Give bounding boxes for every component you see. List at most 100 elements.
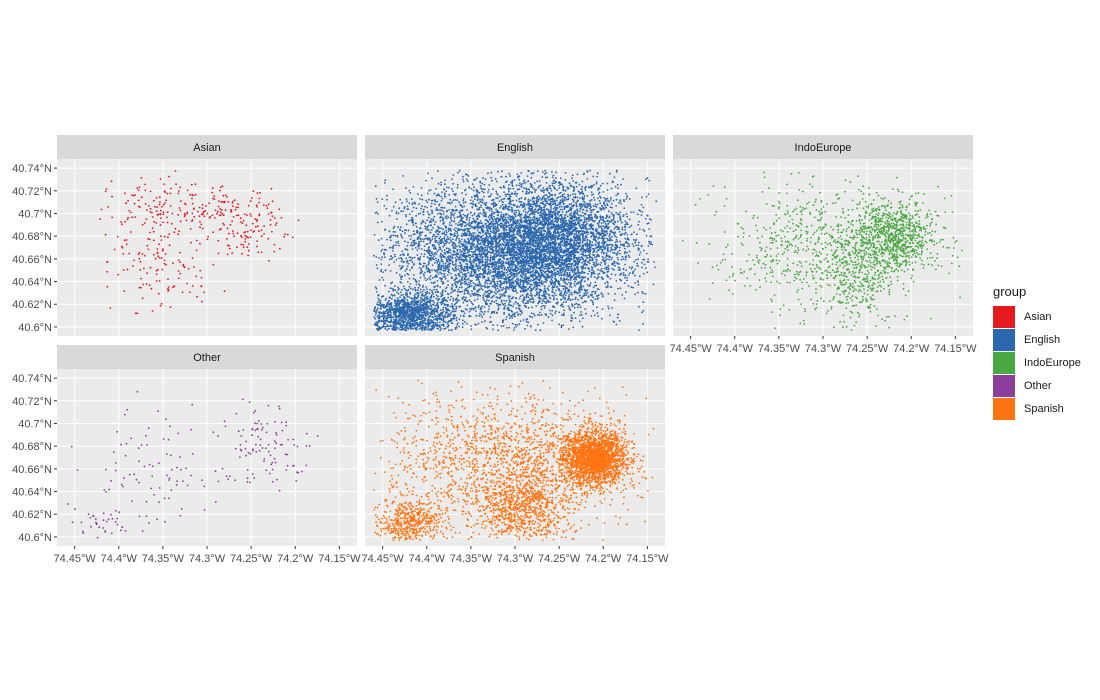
data-point — [256, 240, 259, 243]
data-point — [273, 250, 276, 253]
data-point — [625, 192, 627, 195]
data-point — [586, 195, 589, 197]
data-point — [532, 219, 535, 222]
data-point — [590, 274, 593, 276]
data-point — [533, 209, 536, 212]
data-point — [140, 196, 143, 199]
data-point — [443, 251, 446, 254]
data-point — [256, 218, 258, 221]
data-point — [488, 184, 491, 186]
data-point — [139, 269, 142, 271]
data-point — [417, 193, 419, 196]
data-point — [383, 248, 386, 251]
data-point — [444, 290, 447, 293]
data-point — [536, 195, 539, 198]
data-point — [193, 216, 196, 218]
data-point — [245, 235, 248, 238]
data-point — [232, 200, 234, 203]
data-point — [546, 263, 549, 266]
data-point — [223, 290, 226, 293]
data-point — [598, 221, 601, 224]
data-point — [614, 292, 616, 295]
data-point — [194, 183, 197, 186]
data-point — [434, 235, 437, 238]
data-point — [122, 253, 125, 255]
data-point — [193, 266, 195, 268]
data-point — [481, 213, 483, 215]
data-point — [520, 186, 523, 188]
data-point — [440, 209, 443, 212]
data-point — [473, 299, 476, 302]
data-point — [542, 266, 544, 269]
data-point — [192, 194, 195, 197]
data-point — [590, 198, 593, 201]
data-point — [456, 232, 459, 235]
data-point — [178, 190, 180, 192]
data-point — [591, 241, 594, 244]
data-point — [499, 222, 502, 225]
data-point — [597, 273, 599, 276]
data-point — [417, 286, 420, 289]
data-point — [548, 250, 551, 253]
data-point — [625, 198, 628, 200]
data-point — [484, 282, 487, 285]
data-point — [165, 264, 167, 266]
data-point — [543, 281, 545, 283]
data-point — [530, 185, 533, 187]
data-point — [440, 200, 443, 202]
data-point — [509, 188, 512, 190]
data-point — [380, 258, 383, 261]
data-point — [492, 188, 494, 191]
data-point — [458, 299, 460, 302]
data-point — [610, 196, 612, 199]
data-point — [587, 228, 589, 231]
data-point — [623, 199, 625, 201]
data-point — [485, 201, 488, 204]
data-point — [407, 253, 409, 255]
data-point — [429, 275, 432, 277]
data-point — [570, 202, 573, 205]
data-point — [492, 220, 495, 223]
data-point — [545, 250, 548, 253]
data-point — [507, 260, 510, 263]
data-point — [606, 280, 609, 283]
data-point — [160, 239, 163, 242]
data-point — [627, 254, 630, 257]
data-point — [631, 243, 634, 246]
data-point — [178, 230, 181, 233]
data-point — [151, 310, 154, 312]
data-point — [190, 241, 192, 244]
data-point — [527, 301, 530, 304]
data-point — [502, 262, 505, 265]
data-point — [199, 226, 201, 229]
data-point — [153, 199, 155, 202]
data-point — [395, 241, 397, 244]
data-point — [422, 321, 425, 324]
data-point — [592, 247, 595, 250]
data-point — [233, 235, 235, 238]
data-point — [624, 276, 626, 279]
data-point — [448, 193, 450, 196]
data-point — [401, 230, 404, 233]
data-point — [186, 189, 189, 192]
data-point — [430, 325, 433, 327]
data-point — [138, 251, 141, 254]
data-point — [609, 234, 611, 236]
data-point — [519, 320, 522, 322]
data-point — [214, 217, 216, 219]
data-point — [194, 193, 197, 196]
data-point — [179, 261, 181, 263]
data-point — [467, 175, 470, 177]
data-point — [470, 285, 473, 287]
data-point — [615, 194, 618, 197]
data-point — [428, 248, 430, 251]
data-point — [543, 307, 546, 309]
data-point — [438, 263, 441, 266]
data-point — [540, 305, 543, 308]
data-point — [149, 190, 152, 193]
data-point — [578, 291, 580, 294]
data-point — [411, 248, 414, 251]
data-point — [489, 195, 492, 198]
data-point — [199, 242, 201, 245]
data-point — [130, 211, 132, 214]
